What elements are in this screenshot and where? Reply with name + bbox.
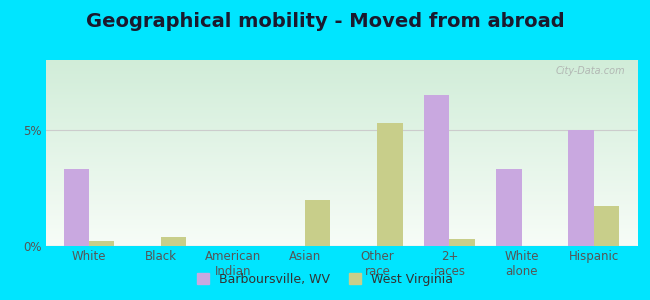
Text: City-Data.com: City-Data.com [556, 66, 625, 76]
Bar [161, 237, 186, 246]
Bar [64, 169, 89, 246]
Bar [569, 130, 593, 246]
Bar [377, 123, 402, 246]
Bar [306, 200, 330, 246]
Bar [424, 95, 449, 246]
Bar [89, 241, 114, 246]
Text: Geographical mobility - Moved from abroad: Geographical mobility - Moved from abroa… [86, 12, 564, 31]
Legend: Barboursville, WV, West Virginia: Barboursville, WV, West Virginia [192, 268, 458, 291]
Bar [497, 169, 521, 246]
Bar [593, 206, 619, 246]
Bar [449, 239, 474, 246]
